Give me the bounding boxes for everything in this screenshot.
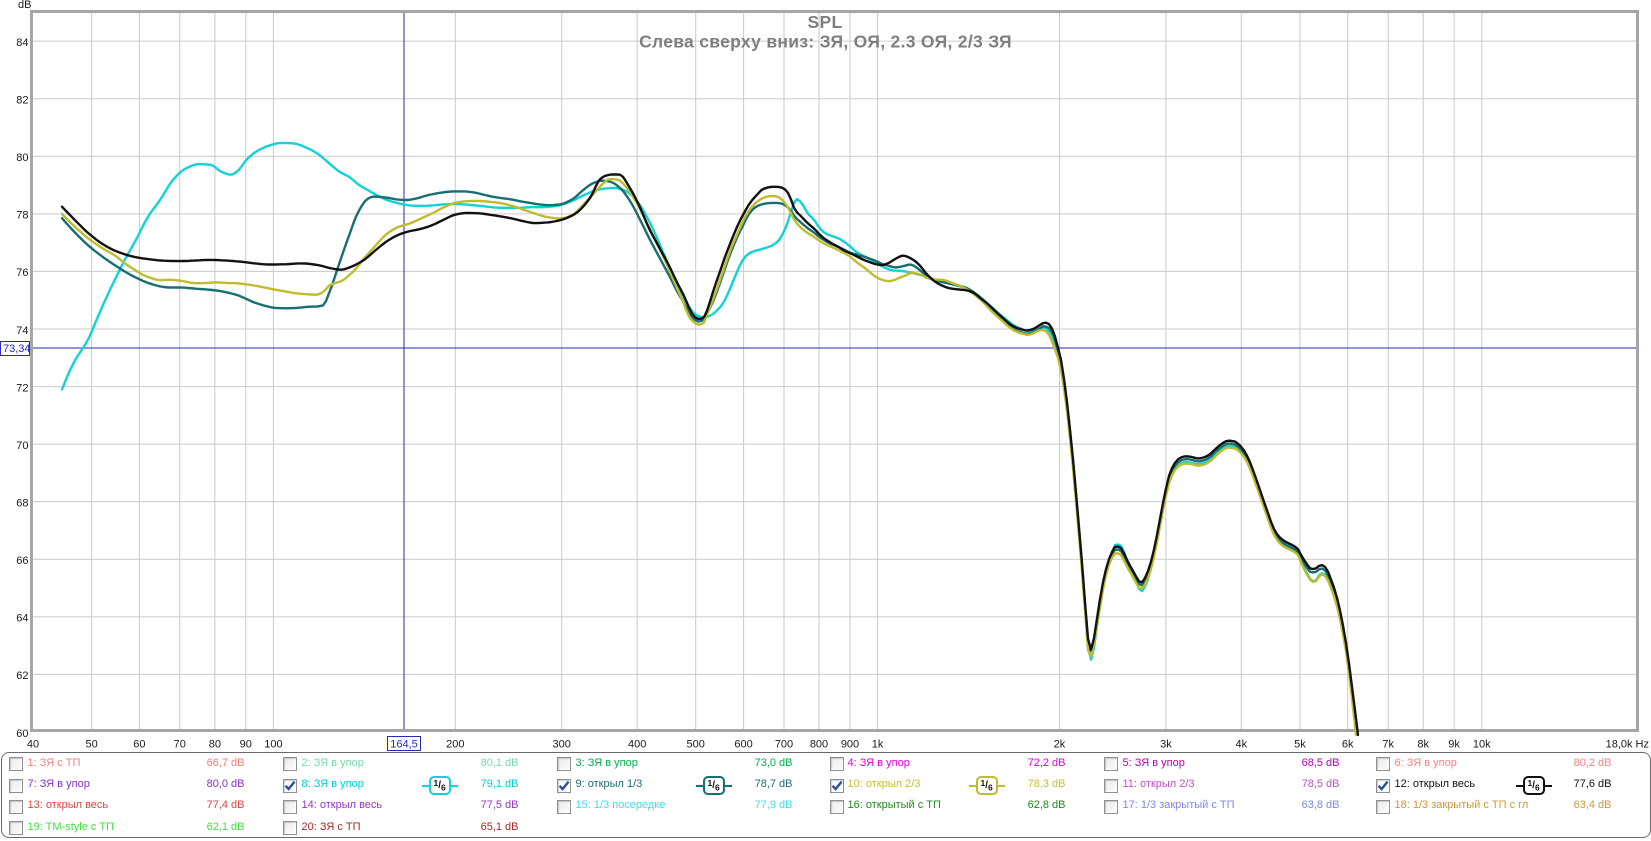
svg-text:1k: 1k (872, 739, 884, 751)
svg-text:74: 74 (16, 325, 28, 337)
svg-text:300: 300 (553, 739, 571, 751)
svg-text:500: 500 (687, 739, 705, 751)
svg-text:64: 64 (16, 613, 28, 625)
svg-text:73,34: 73,34 (3, 343, 31, 355)
svg-text:5k: 5k (1294, 739, 1306, 751)
svg-text:8k: 8k (1417, 739, 1429, 751)
svg-text:60: 60 (133, 739, 145, 751)
svg-text:6k: 6k (1342, 739, 1354, 751)
svg-text:76: 76 (16, 267, 28, 279)
svg-text:800: 800 (810, 739, 828, 751)
svg-text:90: 90 (240, 739, 252, 751)
svg-text:70: 70 (174, 739, 186, 751)
svg-text:66: 66 (16, 555, 28, 567)
svg-text:72: 72 (16, 382, 28, 394)
svg-text:40: 40 (27, 739, 39, 751)
svg-text:62: 62 (16, 670, 28, 682)
svg-text:600: 600 (734, 739, 752, 751)
svg-text:78: 78 (16, 210, 28, 222)
svg-text:200: 200 (446, 739, 464, 751)
svg-text:700: 700 (775, 739, 793, 751)
svg-text:7k: 7k (1382, 739, 1394, 751)
svg-text:164,5: 164,5 (390, 739, 418, 751)
svg-text:50: 50 (85, 739, 97, 751)
svg-text:82: 82 (16, 95, 28, 107)
svg-text:18,0k Hz: 18,0k Hz (1606, 739, 1649, 751)
svg-text:4k: 4k (1235, 739, 1247, 751)
svg-text:SPL: SPL (808, 12, 843, 32)
svg-text:2k: 2k (1054, 739, 1066, 751)
svg-text:dB: dB (18, 0, 31, 11)
svg-text:80: 80 (209, 739, 221, 751)
svg-text:10k: 10k (1473, 739, 1491, 751)
svg-text:60: 60 (16, 728, 28, 740)
svg-text:70: 70 (16, 440, 28, 452)
svg-text:84: 84 (16, 37, 28, 49)
svg-text:80: 80 (16, 152, 28, 164)
svg-text:9k: 9k (1448, 739, 1460, 751)
svg-text:400: 400 (628, 739, 646, 751)
svg-text:3k: 3k (1160, 739, 1172, 751)
svg-text:68: 68 (16, 498, 28, 510)
svg-text:Слева сверху вниз: ЗЯ, ОЯ, 2.3: Слева сверху вниз: ЗЯ, ОЯ, 2.3 ОЯ, 2/3 З… (639, 32, 1012, 52)
svg-text:900: 900 (841, 739, 859, 751)
svg-text:100: 100 (264, 739, 282, 751)
